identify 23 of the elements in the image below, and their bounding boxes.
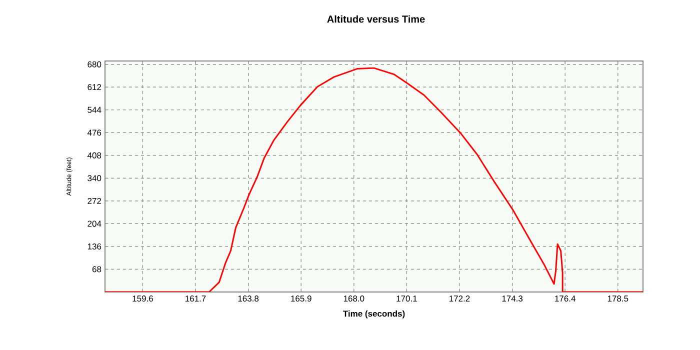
y-tick-label: 544 [88, 106, 102, 113]
y-tick-label: 340 [88, 175, 102, 182]
y-tick-label: 272 [88, 198, 102, 204]
x-tick-label: 163.8 [238, 296, 259, 302]
x-tick-label: 168.0 [344, 296, 364, 302]
x-tick-label: 165.9 [291, 296, 312, 302]
line-series [105, 67, 644, 292]
y-tick-label: 68 [92, 266, 102, 272]
y-tick-label: 476 [87, 130, 102, 136]
x-tick-label: 172.2 [449, 296, 470, 302]
x-tick-label: 161.7 [186, 296, 206, 302]
chart-title: Altitude versus Time [327, 15, 425, 23]
y-tick-label: 136 [88, 243, 102, 250]
x-tick-label: 159.6 [132, 296, 153, 302]
y-tick-label: 680 [88, 61, 102, 68]
x-axis-title: Time (seconds) [343, 310, 405, 318]
x-tick-label: 170.1 [396, 296, 417, 302]
y-tick-label: 612 [88, 84, 102, 90]
x-tick-label: 178.5 [608, 296, 628, 302]
y-tick-label: 204 [88, 220, 102, 227]
x-tick-label: 174.3 [502, 296, 523, 302]
x-tick-label: 176.4 [555, 296, 576, 302]
y-tick-label: 408 [87, 152, 102, 158]
